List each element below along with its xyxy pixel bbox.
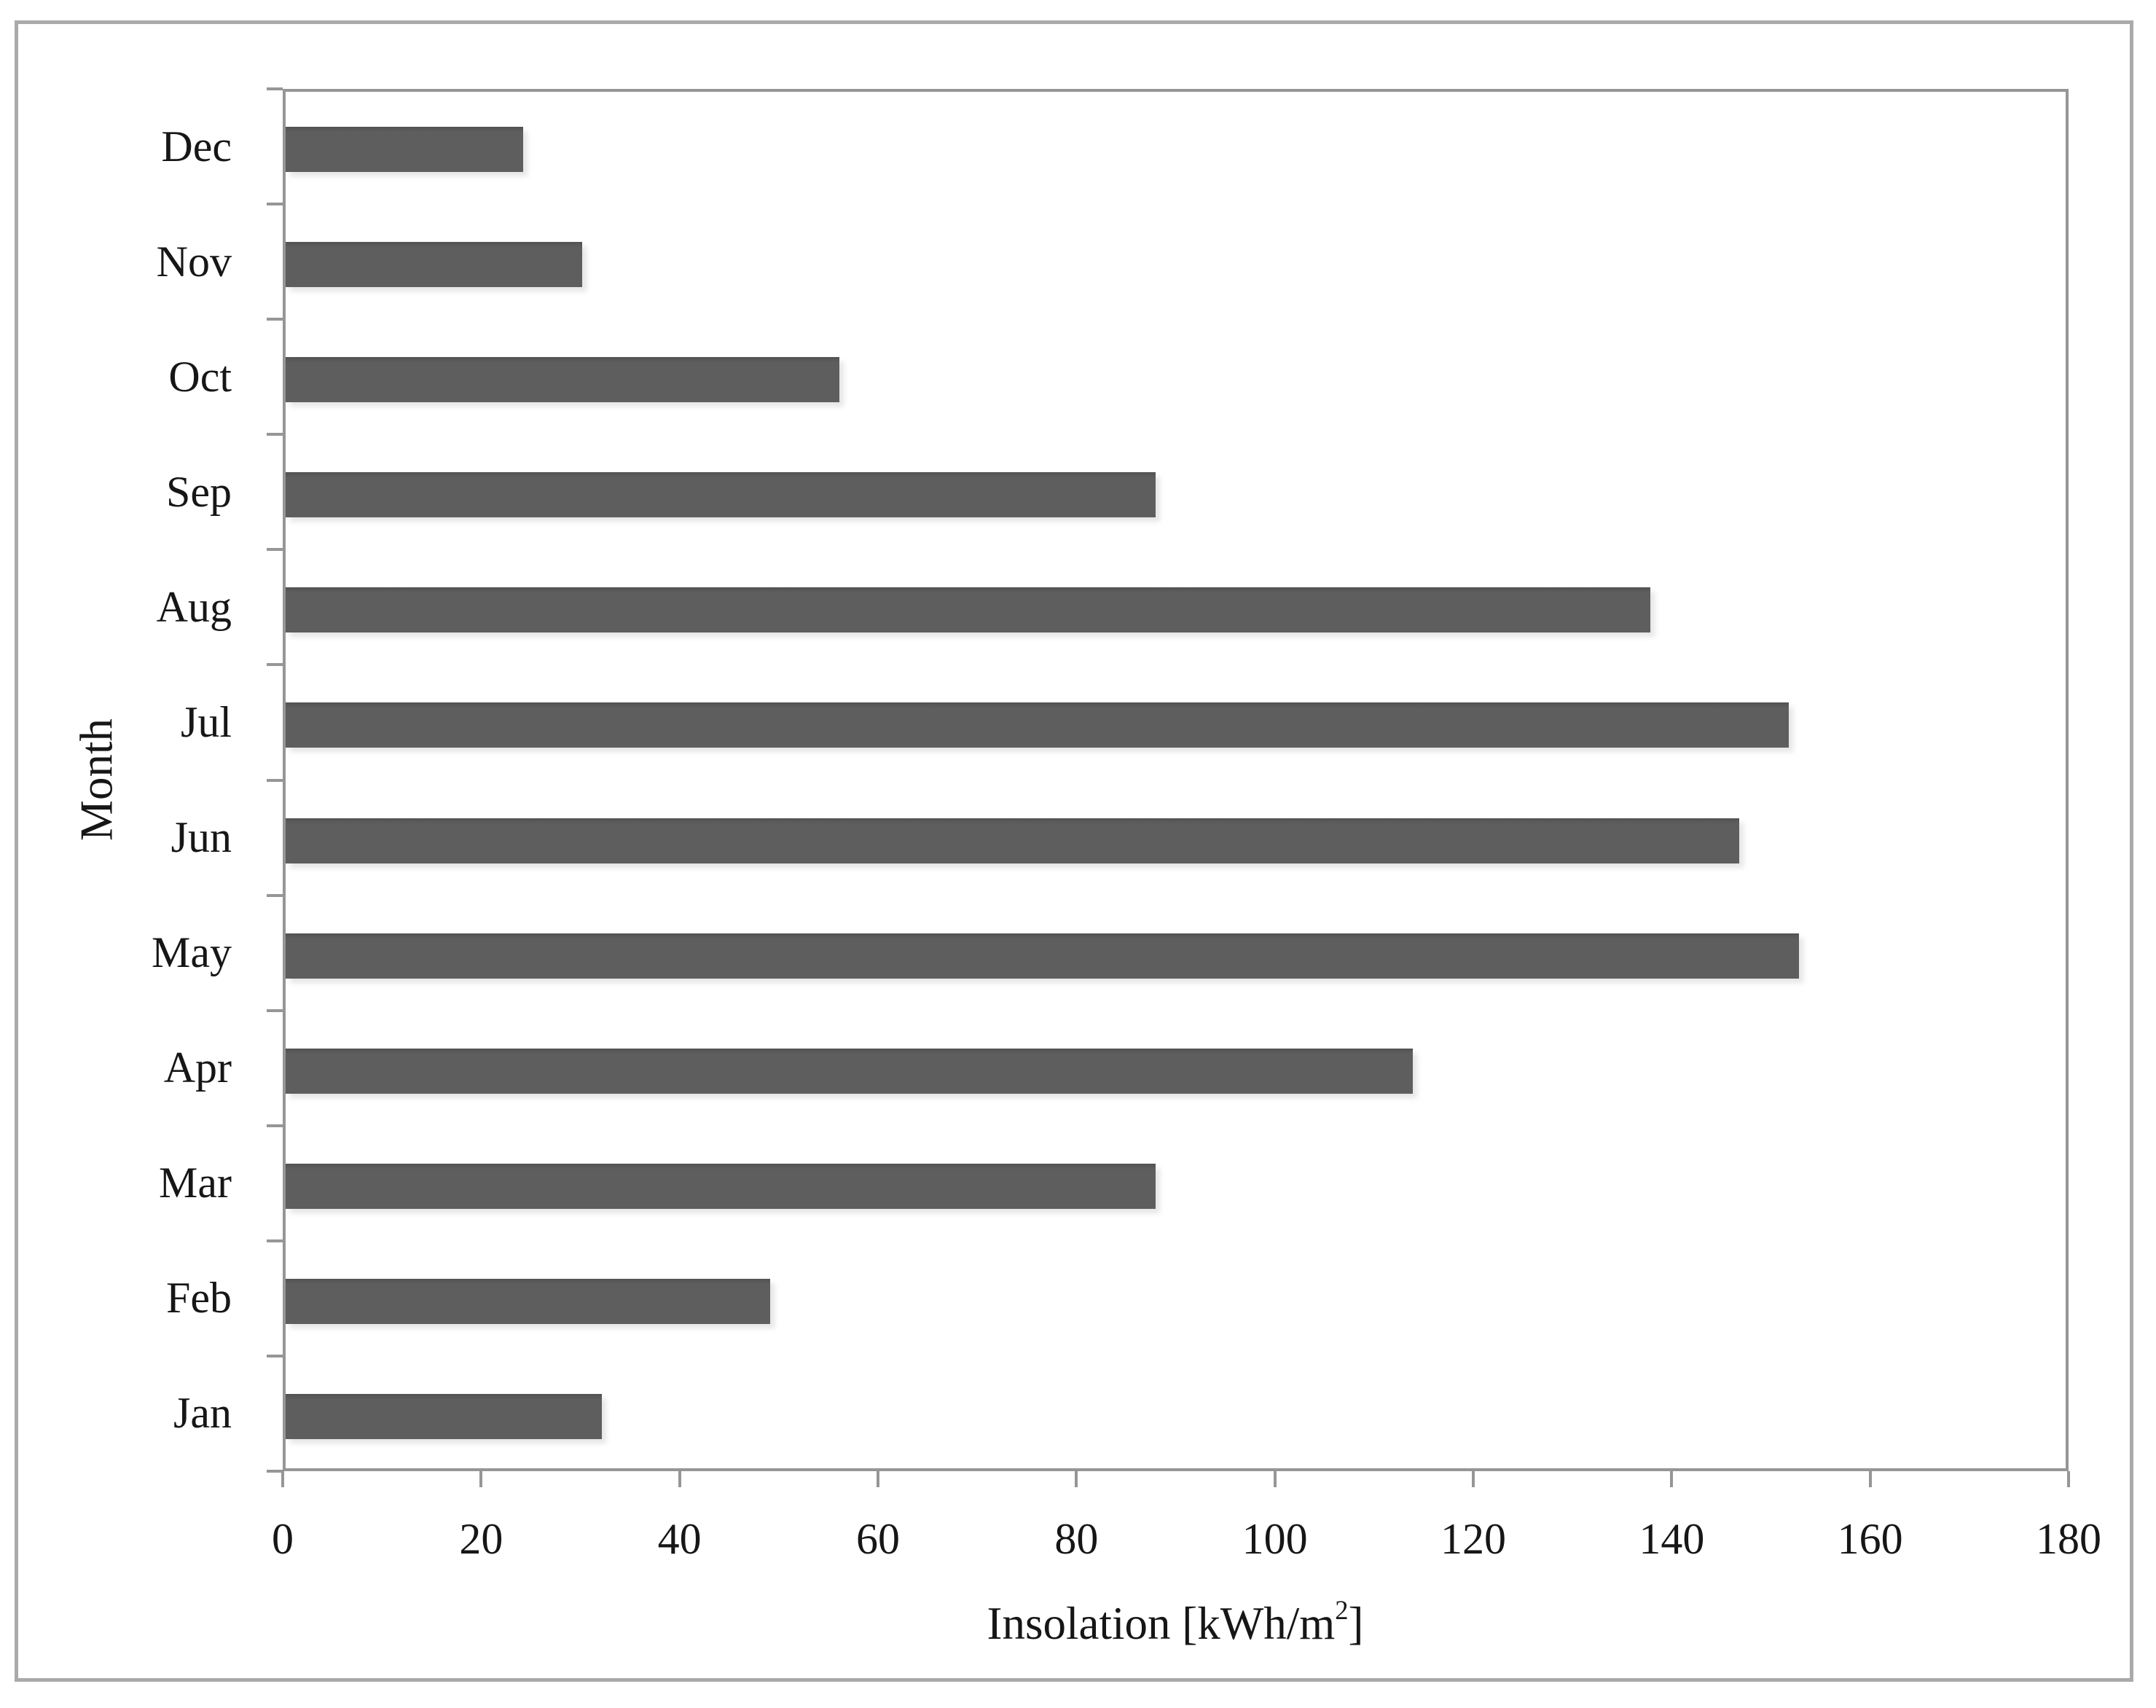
y-axis-tick: [267, 663, 283, 667]
y-tick-label-jul: Jul: [180, 697, 232, 746]
y-tick-label-sep: Sep: [166, 467, 232, 516]
x-axis-tick-40: [678, 1471, 681, 1487]
plot-area: [283, 89, 2069, 1471]
y-tick-label-apr: Apr: [163, 1043, 232, 1092]
x-tick-label-40: 40: [657, 1515, 702, 1563]
y-axis-tick: [267, 1470, 283, 1473]
x-axis-tick-100: [1273, 1471, 1277, 1487]
x-tick-label-60: 60: [856, 1515, 900, 1563]
y-axis-tick: [267, 203, 283, 206]
bar-nov: [286, 242, 583, 288]
x-axis-tick-120: [1472, 1471, 1475, 1487]
x-axis-tick-180: [2067, 1471, 2070, 1487]
bar-feb: [286, 1278, 771, 1324]
y-axis-tick: [267, 433, 283, 436]
x-tick-label-180: 180: [2036, 1515, 2101, 1563]
x-tick-label-20: 20: [459, 1515, 503, 1563]
y-axis-tick: [267, 548, 283, 552]
bar-may: [286, 933, 1799, 979]
y-tick-label-jan: Jan: [173, 1389, 232, 1438]
bar-jul: [286, 702, 1789, 748]
x-axis-title: Insolation [kWh/m2]: [811, 1597, 1540, 1650]
y-tick-label-dec: Dec: [161, 122, 232, 171]
bar-apr: [286, 1048, 1414, 1094]
y-axis-tick: [267, 318, 283, 321]
bar-aug: [286, 587, 1650, 633]
bar-oct: [286, 357, 840, 403]
bar-sep: [286, 472, 1156, 518]
y-tick-label-feb: Feb: [166, 1274, 232, 1323]
y-tick-label-oct: Oct: [168, 352, 232, 401]
x-axis-tick-60: [877, 1471, 879, 1487]
x-tick-label-80: 80: [1054, 1515, 1099, 1563]
y-tick-label-jun: Jun: [170, 813, 232, 862]
x-axis-tick-20: [479, 1471, 483, 1487]
x-axis-tick-0: [281, 1471, 284, 1487]
y-axis-tick: [267, 1124, 283, 1127]
x-tick-label-100: 100: [1242, 1515, 1308, 1563]
y-axis-tick: [267, 893, 283, 897]
bar-jan: [286, 1393, 603, 1439]
x-tick-label-160: 160: [1837, 1515, 1903, 1563]
y-tick-label-nov: Nov: [156, 237, 232, 286]
y-tick-label-mar: Mar: [159, 1159, 232, 1207]
x-tick-label-120: 120: [1440, 1515, 1506, 1563]
x-axis-tick-140: [1670, 1471, 1674, 1487]
y-tick-label-aug: Aug: [156, 582, 232, 631]
x-axis-title-text: Insolation [kWh/m: [987, 1598, 1336, 1649]
x-axis-tick-80: [1075, 1471, 1078, 1487]
y-tick-label-may: May: [152, 928, 232, 977]
x-axis-tick-160: [1868, 1471, 1872, 1487]
x-tick-label-140: 140: [1639, 1515, 1705, 1563]
bar-dec: [286, 127, 523, 173]
x-tick-label-0: 0: [272, 1515, 294, 1563]
x-axis-title-bracket: ]: [1348, 1598, 1364, 1649]
y-axis-tick: [267, 1008, 283, 1012]
y-axis-tick: [267, 1354, 283, 1358]
y-axis-tick: [267, 87, 283, 90]
y-axis-tick: [267, 778, 283, 782]
x-axis-title-superscript: 2: [1335, 1594, 1349, 1625]
bar-jun: [286, 818, 1740, 863]
bar-mar: [286, 1163, 1156, 1209]
y-axis-title: Month: [71, 718, 122, 842]
y-axis-tick: [267, 1239, 283, 1242]
